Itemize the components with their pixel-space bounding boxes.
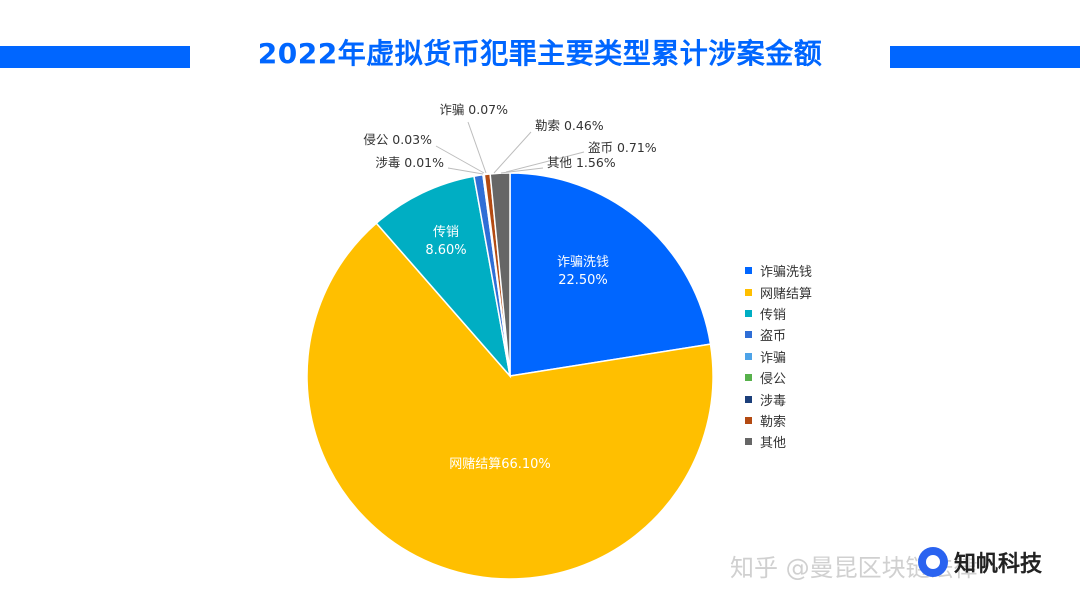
- legend-item-gambling-settlement: 网赌结算: [745, 281, 812, 302]
- data-label-other: 其他 1.56%: [547, 155, 616, 170]
- legend-item-fraud-laundering: 诈骗洗钱: [745, 260, 812, 281]
- leader-line-fraud: [467, 121, 487, 174]
- pie-slice-other: [489, 172, 511, 377]
- legend-swatch: [745, 309, 752, 317]
- pie-slice-fraud-laundering: [509, 172, 712, 377]
- legend: 诈骗洗钱网赌结算传销盗币诈骗侵公涉毒勒索其他: [745, 260, 812, 453]
- legend-item-pyramid: 传销: [745, 303, 812, 324]
- legend-swatch: [745, 331, 752, 339]
- data-label-pyramid: 传销 8.60%: [425, 225, 466, 258]
- legend-item-other: 其他: [745, 431, 812, 452]
- leader-line-drugs: [447, 167, 484, 175]
- brand-logo: 知帆科技: [918, 546, 1042, 578]
- data-label-drugs: 涉毒 0.01%: [375, 155, 444, 170]
- title-bar-right: [890, 46, 1080, 68]
- leader-line-coin-theft: [505, 151, 585, 173]
- legend-label: 诈骗洗钱: [760, 265, 813, 281]
- legend-label: 其他: [760, 436, 787, 452]
- chart-title: 2022年虚拟货币犯罪主要类型累计涉案金额: [257, 37, 823, 70]
- legend-label: 侵公: [760, 372, 787, 388]
- title-bar-left: [0, 46, 190, 68]
- leader-line-embezzlement: [435, 145, 485, 174]
- legend-label: 传销: [760, 307, 787, 323]
- leader-line-extortion: [493, 131, 532, 174]
- data-label-extortion: 勒索 0.46%: [535, 118, 604, 133]
- pie-slice-gambling-settlement: [306, 222, 714, 580]
- data-label-gambling-settlement: 网赌结算66.10%: [449, 457, 551, 472]
- legend-swatch: [745, 267, 752, 275]
- leader-line-other: [500, 167, 544, 174]
- legend-swatch: [745, 374, 752, 382]
- data-label-fraud-laundering: 诈骗洗钱 22.50%: [557, 255, 609, 288]
- legend-item-fraud: 诈骗: [745, 346, 812, 367]
- legend-swatch: [745, 288, 752, 296]
- legend-label: 勒索: [760, 414, 787, 430]
- legend-swatch: [745, 352, 752, 360]
- data-label-coin-theft: 盗币 0.71%: [588, 140, 657, 155]
- pie-slice-pyramid: [375, 175, 512, 379]
- legend-swatch: [745, 395, 752, 403]
- brand-name: 知帆科技: [954, 552, 1043, 577]
- legend-label: 网赌结算: [760, 286, 813, 302]
- legend-item-embezzlement: 侵公: [745, 367, 812, 388]
- legend-swatch: [745, 438, 752, 446]
- legend-label: 诈骗: [760, 350, 787, 366]
- legend-item-coin-theft: 盗币: [745, 324, 812, 345]
- data-label-embezzlement: 侵公 0.03%: [363, 132, 432, 147]
- legend-label: 涉毒: [760, 393, 787, 409]
- legend-label: 盗币: [760, 329, 787, 345]
- data-label-fraud: 诈骗 0.07%: [439, 102, 508, 117]
- legend-item-extortion: 勒索: [745, 410, 812, 431]
- brand-mark-icon: [918, 547, 948, 577]
- legend-item-drugs: 涉毒: [745, 388, 812, 409]
- legend-swatch: [745, 416, 752, 424]
